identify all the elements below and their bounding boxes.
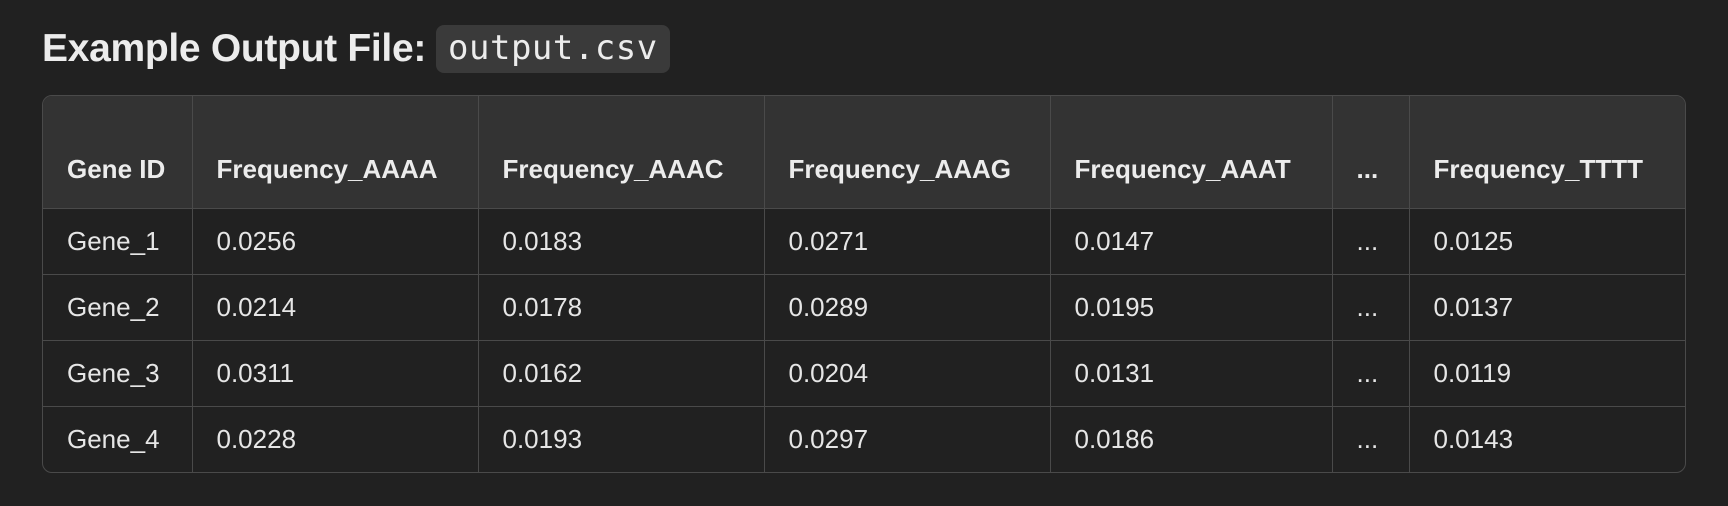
cell-frequency-aaac: 0.0193 (478, 406, 765, 472)
cell-frequency-aaaa: 0.0214 (192, 274, 479, 341)
cell-frequency-tttt: 0.0125 (1409, 208, 1685, 275)
cell-frequency-aaag: 0.0271 (764, 208, 1051, 275)
filename-code: output.csv (436, 25, 670, 73)
table-row: Gene_3 0.0311 0.0162 0.0204 0.0131 ... 0… (43, 340, 1685, 407)
table-header: Gene ID Frequency_AAAA Frequency_AAAC Fr… (43, 96, 1685, 209)
column-header-frequency-aaag: Frequency_AAAG (764, 96, 1051, 209)
column-header-frequency-aaac: Frequency_AAAC (478, 96, 765, 209)
cell-gene-id: Gene_4 (43, 406, 193, 472)
cell-frequency-aaat: 0.0147 (1050, 208, 1333, 275)
column-header-frequency-tttt: Frequency_TTTT (1409, 96, 1685, 209)
table-row: Gene_2 0.0214 0.0178 0.0289 0.0195 ... 0… (43, 274, 1685, 341)
column-header-frequency-aaat: Frequency_AAAT (1050, 96, 1333, 209)
cell-frequency-aaat: 0.0131 (1050, 340, 1333, 407)
cell-frequency-aaag: 0.0297 (764, 406, 1051, 472)
output-table-container: Gene ID Frequency_AAAA Frequency_AAAC Fr… (42, 95, 1686, 473)
cell-frequency-tttt: 0.0143 (1433, 423, 1514, 454)
column-header-gene-id: Gene ID (43, 96, 193, 209)
cell-frequency-tttt: 0.0119 (1409, 340, 1685, 407)
cell-frequency-aaaa: 0.0311 (192, 340, 479, 407)
section-heading: Example Output File: output.csv (42, 22, 1686, 76)
output-table: Gene ID Frequency_AAAA Frequency_AAAC Fr… (43, 96, 1685, 472)
cell-frequency-aaag: 0.0289 (764, 274, 1051, 341)
cell-ellipsis: ... (1332, 274, 1410, 341)
cell-frequency-aaac: 0.0162 (478, 340, 765, 407)
table-row: Gene_4 0.0228 0.0193 0.0297 0.0186 ... 0… (43, 406, 1685, 472)
heading-label: Example Output File: (42, 27, 427, 70)
cell-ellipsis: ... (1332, 406, 1410, 472)
header-row: Gene ID Frequency_AAAA Frequency_AAAC Fr… (43, 96, 1685, 209)
cell-frequency-aaaa: 0.0256 (192, 208, 479, 275)
table-row: Gene_1 0.0256 0.0183 0.0271 0.0147 ... 0… (43, 208, 1685, 275)
cell-frequency-aaat: 0.0186 (1050, 406, 1333, 472)
table-body: Gene_1 0.0256 0.0183 0.0271 0.0147 ... 0… (43, 208, 1685, 472)
cell-ellipsis: ... (1332, 340, 1410, 407)
cell-frequency-aaaa: 0.0228 (192, 406, 479, 472)
cell-frequency-aaag: 0.0204 (764, 340, 1051, 407)
column-header-frequency-aaaa: Frequency_AAAA (192, 96, 479, 209)
cell-gene-id: Gene_1 (43, 208, 193, 275)
cell-gene-id: Gene_3 (43, 340, 193, 407)
cell-frequency-aaat: 0.0195 (1050, 274, 1333, 341)
column-header-ellipsis: ... (1332, 96, 1410, 209)
cell-gene-id: Gene_2 (43, 274, 193, 341)
cell-ellipsis: ... (1332, 208, 1410, 275)
cell-frequency-aaac: 0.0183 (478, 208, 765, 275)
cell-frequency-tttt: 0.0137 (1409, 274, 1685, 341)
cell-frequency-aaac: 0.0178 (478, 274, 765, 341)
